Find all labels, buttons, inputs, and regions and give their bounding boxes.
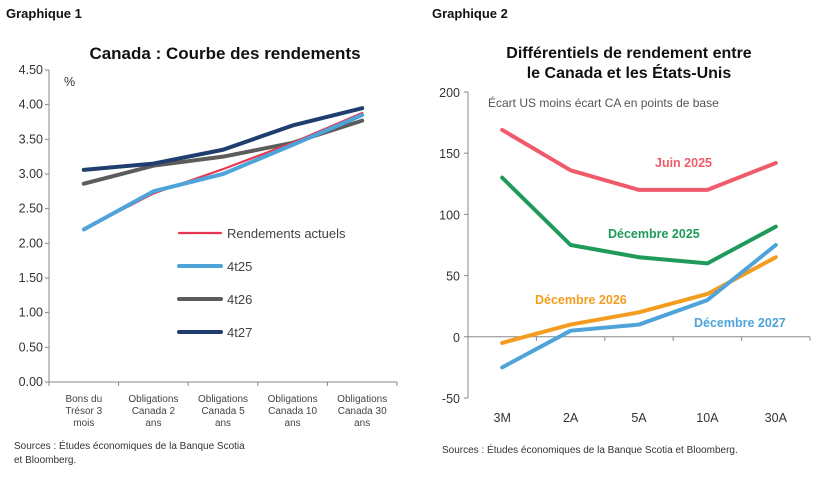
- legend-label: 4t27: [227, 325, 252, 340]
- x-tick-label: Obligations Canada 10 ans: [268, 394, 318, 429]
- series-line-Décembre 2027: [500, 243, 778, 370]
- chart-1-plot: 0.00 0.50 1.00 1.50 2.00 2.50 3.00 3.50 4.00 4.50…: [19, 63, 398, 429]
- series-annotation: Décembre 2025: [608, 227, 700, 241]
- series-annotation: Juin 2025: [655, 156, 712, 170]
- x-tick-label: Obligations Canada 5 ans: [198, 394, 248, 429]
- y-tick-label: 150: [439, 147, 460, 161]
- series-line-4t27: [81, 106, 365, 172]
- legend-label: 4t25: [227, 259, 252, 274]
- chart-subtitle: Écart US moins écart CA en points de bas…: [488, 95, 719, 110]
- y-tick-label: 1.50: [19, 271, 43, 285]
- y-tick-label: 0.50: [19, 340, 43, 354]
- x-tick-label: 10A: [696, 411, 719, 425]
- chart-2-plot: -50 0 50 100 150 200 3M 2A 5A 10A 30A Écart US moin…: [439, 86, 811, 425]
- source-note: Sources : Études économiques de la Banqu…: [14, 440, 324, 468]
- series-annotation: Décembre 2027: [694, 316, 786, 330]
- y-unit-label: %: [64, 75, 75, 89]
- series-line-Décembre 2025: [500, 175, 778, 266]
- chart-panel-1: Graphique 1 Canada : Courbe des rendemen…: [6, 6, 398, 468]
- x-tick-label: Obligations Canada 2 ans: [128, 394, 178, 429]
- series-line-4t25: [81, 113, 365, 232]
- y-tick-label: 100: [439, 208, 460, 222]
- y-tick-label: 0: [453, 331, 460, 345]
- y-tick-label: 50: [446, 270, 460, 284]
- y-tick-label: 1.00: [19, 306, 43, 320]
- x-tick-label: 2A: [563, 411, 579, 425]
- y-tick-label: 4.00: [19, 98, 43, 112]
- source-line: Sources : Études économiques de la Banqu…: [14, 441, 245, 452]
- legend-label: 4t26: [227, 292, 252, 307]
- chart-title-line: Différentiels de rendement entre: [506, 45, 752, 62]
- y-tick-label: 2.50: [19, 202, 43, 216]
- graph-label: Graphique 2: [432, 6, 508, 21]
- series-annotation: Décembre 2026: [535, 293, 627, 307]
- y-tick-label: 200: [439, 86, 460, 100]
- chart-panel-2: Graphique 2 Différentiels de rendement e…: [414, 0, 828, 483]
- x-tick-label: Obligations Canada 30 ans: [337, 394, 387, 429]
- chart-title: Canada : Courbe des rendements: [89, 44, 361, 63]
- chart-title-line: le Canada et les États-Unis: [526, 65, 732, 82]
- x-tick-label: Bons du Trésor 3 mois: [65, 394, 102, 429]
- y-tick-label: 2.00: [19, 236, 43, 250]
- y-tick-label: 3.00: [19, 167, 43, 181]
- y-tick-label: 0.00: [19, 375, 43, 389]
- series-line-Juin 2025: [500, 127, 778, 192]
- source-note: Sources : Études économiques de la Banqu…: [442, 445, 738, 456]
- y-tick-label: 3.50: [19, 132, 43, 146]
- x-tick-label: 30A: [765, 411, 788, 425]
- x-tick-label: 3M: [494, 411, 511, 425]
- graph-label: Graphique 1: [6, 6, 82, 21]
- legend-label: Rendements actuels: [227, 226, 346, 241]
- source-line: et Bloomberg.: [14, 455, 77, 466]
- y-tick-label: 4.50: [19, 63, 43, 77]
- x-tick-label: 5A: [631, 411, 647, 425]
- y-tick-label: -50: [442, 392, 460, 406]
- chart-title: Différentiels de rendement entre le Cana…: [464, 44, 794, 84]
